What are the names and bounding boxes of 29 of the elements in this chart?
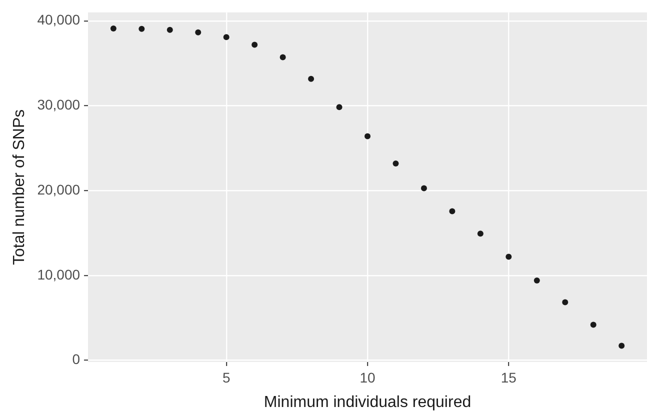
y-axis-title: Total number of SNPs xyxy=(11,109,28,266)
point xyxy=(534,278,540,284)
point xyxy=(252,42,258,48)
point xyxy=(166,26,173,33)
point xyxy=(506,254,512,260)
point xyxy=(364,133,371,140)
point xyxy=(590,322,596,328)
point xyxy=(562,299,568,306)
point xyxy=(392,160,399,167)
point xyxy=(195,29,202,36)
point xyxy=(336,104,342,110)
y-tick-label: 10,000 xyxy=(37,266,80,282)
x-tick-label: 5 xyxy=(222,369,230,386)
x-tick-label: 15 xyxy=(500,369,517,386)
y-tick-label: 30,000 xyxy=(37,96,80,113)
point xyxy=(223,34,230,40)
point xyxy=(138,26,145,32)
point xyxy=(477,230,484,237)
y-tick-label: 20,000 xyxy=(37,181,80,198)
x-tick-label: 10 xyxy=(360,369,376,386)
point xyxy=(420,185,427,192)
point xyxy=(110,26,116,32)
y-tick-label: 0 xyxy=(72,351,80,368)
point xyxy=(280,54,286,60)
point xyxy=(618,342,625,349)
x-axis-title: Minimum individuals required xyxy=(264,394,472,411)
y-tick-label: 40,000 xyxy=(37,12,80,28)
point xyxy=(308,76,314,82)
point xyxy=(449,208,456,214)
